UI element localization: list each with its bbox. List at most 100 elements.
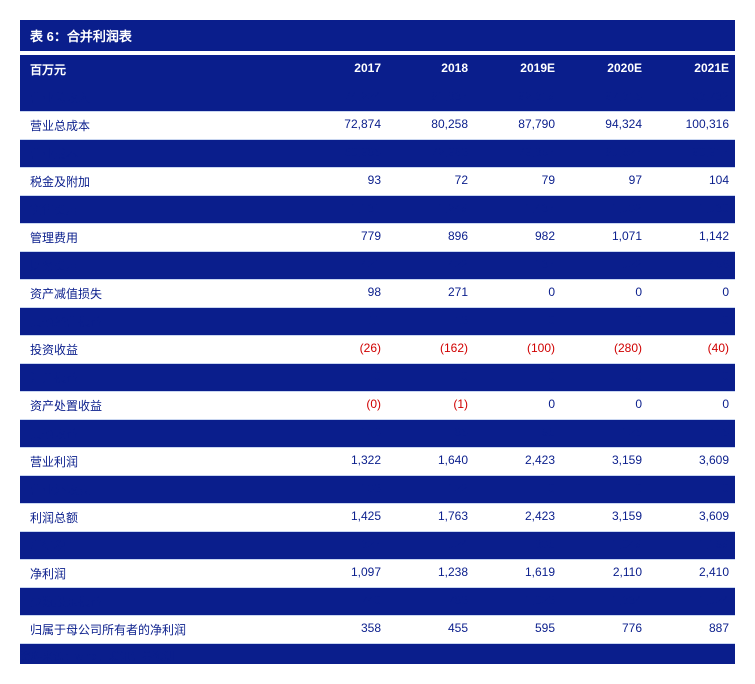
col-2020e: 2020E: [561, 55, 648, 84]
table-row: 少数股东损益7407831,0231,3341,524: [20, 588, 735, 616]
table-row: 利润总额1,4251,7632,4233,1593,609: [20, 504, 735, 532]
cell-value: 455: [387, 616, 474, 643]
cell-value: 79: [474, 168, 561, 195]
cell-value: 1,524: [648, 588, 735, 615]
col-2018: 2018: [387, 55, 474, 84]
cell-value: 2,423: [474, 504, 561, 531]
cell-value: 2,410: [648, 560, 735, 587]
cell-value: 1,530: [648, 196, 735, 223]
cell-value: 103: [300, 476, 387, 503]
cell-value: (40): [648, 336, 735, 363]
cell-value: 0: [561, 364, 648, 391]
row-label: 所得税: [20, 532, 300, 559]
cell-value: 0: [561, 308, 648, 335]
col-2021e: 2021E: [648, 55, 735, 84]
cell-value: (0): [300, 392, 387, 419]
cell-value: 1,131: [300, 196, 387, 223]
row-label: 汇兑损益: [20, 364, 300, 391]
cell-value: 100,316: [648, 112, 735, 139]
cell-value: 982: [474, 224, 561, 251]
table-row: 汇兑损益00000: [20, 364, 735, 392]
row-label: 资产处置收益: [20, 392, 300, 419]
table-row: 归属于母公司所有者的净利润358455595776887: [20, 616, 735, 644]
table-header-row: 百万元 2017 2018 2019E 2020E 2021E: [20, 55, 735, 84]
unit-label: 百万元: [20, 55, 300, 84]
cell-value: 0: [561, 392, 648, 419]
cell-value: 0: [648, 308, 735, 335]
cell-value: 1,322: [300, 448, 387, 475]
cell-value: 524: [387, 532, 474, 559]
cell-value: 1,502: [561, 196, 648, 223]
cell-value: 0: [387, 364, 474, 391]
cell-value: 0: [648, 280, 735, 307]
cell-value: 0: [648, 392, 735, 419]
cell-value: 1,049: [561, 532, 648, 559]
cell-value: 1,619: [474, 560, 561, 587]
cell-value: 92,319: [474, 84, 561, 111]
cell-value: (280): [561, 336, 648, 363]
row-label: 税金及附加: [20, 168, 300, 195]
cell-value: 776: [561, 616, 648, 643]
cell-value: 421: [300, 252, 387, 279]
table-row: 资产处置收益(0)(1)000: [20, 392, 735, 420]
cell-value: (100): [474, 336, 561, 363]
cell-value: 3,609: [648, 504, 735, 531]
cell-value: 1,763: [387, 504, 474, 531]
row-label: 少数股东损益: [20, 588, 300, 615]
cell-value: 805: [474, 532, 561, 559]
row-label: 营业利润: [20, 448, 300, 475]
cell-value: 1,334: [561, 588, 648, 615]
cell-value: 93: [300, 168, 387, 195]
cell-value: 137: [474, 252, 561, 279]
row-label: 财务费用: [20, 252, 300, 279]
cell-value: 104: [648, 168, 735, 195]
cell-value: 80,258: [387, 112, 474, 139]
cell-value: 128: [300, 420, 387, 447]
cell-value: 0: [474, 308, 561, 335]
table-row: 其他收益1288695126116: [20, 420, 735, 448]
cell-value: 1,199: [648, 532, 735, 559]
cell-value: 2,423: [474, 448, 561, 475]
col-2019e: 2019E: [474, 55, 561, 84]
cell-value: 0: [648, 476, 735, 503]
cell-value: 887: [648, 616, 735, 643]
cell-value: 0: [561, 476, 648, 503]
cell-value: 97: [561, 168, 648, 195]
row-label: 其他收益: [20, 420, 300, 447]
row-label: 资产减值损失: [20, 280, 300, 307]
cell-value: 94,324: [561, 112, 648, 139]
cell-value: 1,437: [474, 196, 561, 223]
table-row: 营业成本60,98672,96379,85785,62790,917: [20, 140, 735, 168]
cell-value: 0: [474, 364, 561, 391]
cell-value: 0: [474, 280, 561, 307]
cell-value: 95: [474, 420, 561, 447]
cell-value: 81,837: [387, 84, 474, 111]
cell-value: 1,640: [387, 448, 474, 475]
table-title: 表 6：合并利润表: [20, 20, 735, 51]
cell-value: 74,224: [300, 84, 387, 111]
cell-value: 103,732: [648, 84, 735, 111]
cell-value: 522: [561, 252, 648, 279]
table-footer: 资料来源：wind，联讯证券预测: [20, 644, 735, 664]
row-label: 投资收益: [20, 336, 300, 363]
table-row: 营业总成本72,87480,25887,79094,324100,316: [20, 112, 735, 140]
income-statement-table: 表 6：合并利润表 百万元 2017 2018 2019E 2020E 2021…: [20, 20, 735, 664]
cell-value: 3,609: [648, 448, 735, 475]
row-label: 管理费用: [20, 224, 300, 251]
row-label: 营业成本: [20, 140, 300, 167]
table-row: 资产减值损失98271000: [20, 280, 735, 308]
table-row: 税金及附加93727997104: [20, 168, 735, 196]
cell-value: 116: [648, 420, 735, 447]
cell-value: 1,071: [561, 224, 648, 251]
cell-value: 358: [300, 616, 387, 643]
cell-value: 327: [300, 532, 387, 559]
cell-value: 779: [300, 224, 387, 251]
cell-value: 1,142: [648, 224, 735, 251]
table-row: 营业利润1,3221,6402,4233,1593,609: [20, 448, 735, 476]
cell-value: 896: [387, 224, 474, 251]
cell-value: 271: [387, 280, 474, 307]
cell-value: 783: [387, 588, 474, 615]
cell-value: (1): [387, 392, 474, 419]
cell-value: 122: [387, 476, 474, 503]
cell-value: (162): [387, 336, 474, 363]
